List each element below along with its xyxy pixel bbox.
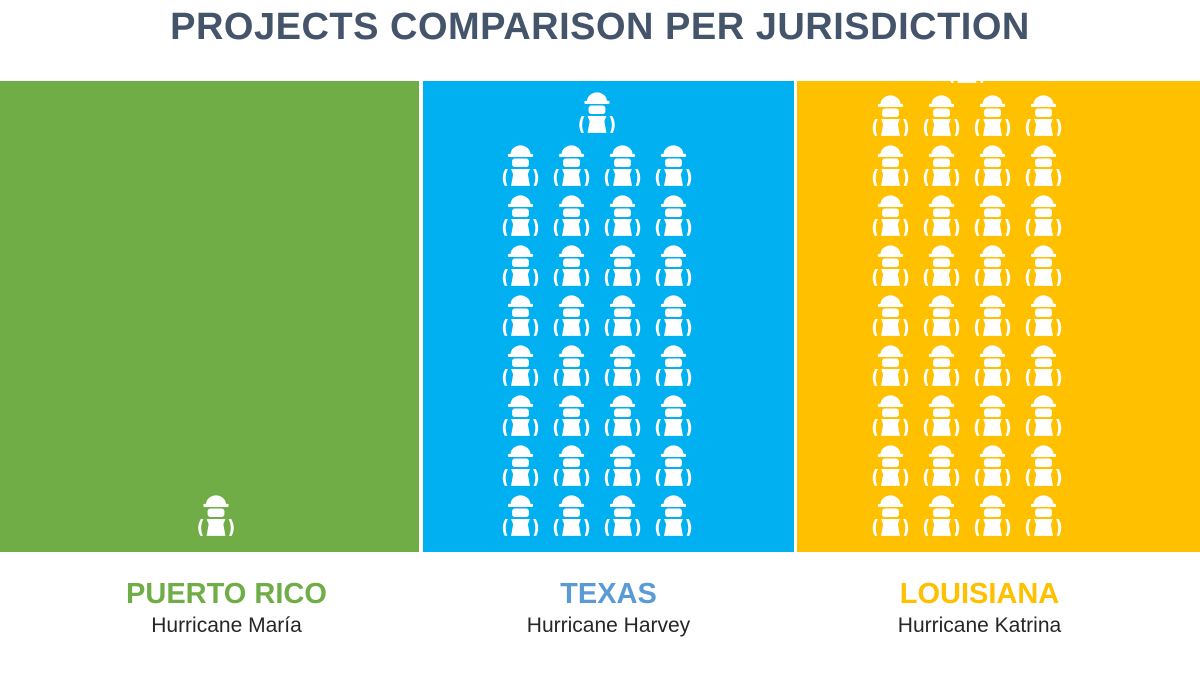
construction-worker-icon — [502, 195, 539, 236]
construction-worker-icon — [974, 95, 1011, 136]
construction-worker-icon — [872, 395, 909, 436]
pictogram-louisiana — [797, 81, 1200, 552]
construction-worker-icon — [974, 495, 1011, 536]
construction-worker-icon — [553, 395, 590, 436]
category-subtitle: Hurricane Harvey — [526, 614, 691, 637]
construction-worker-icon — [553, 295, 590, 336]
construction-worker-icon — [872, 195, 909, 236]
panel-background — [0, 81, 419, 552]
construction-worker-icon — [872, 245, 909, 286]
construction-worker-icon — [974, 245, 1011, 286]
construction-worker-icon — [502, 145, 539, 186]
construction-worker-icon — [1025, 295, 1062, 336]
construction-worker-icon — [974, 295, 1011, 336]
construction-worker-icon — [655, 445, 692, 486]
category-subtitle: Hurricane María — [151, 614, 302, 637]
caption-puerto-rico: PUERTO RICO Hurricane María — [0, 576, 453, 640]
construction-worker-icon — [553, 145, 590, 186]
construction-worker-icon — [1025, 245, 1062, 286]
page-title: PROJECTS COMPARISON PER JURISDICTION — [170, 6, 1030, 48]
panel-louisiana — [797, 81, 1200, 552]
construction-worker-icon — [502, 445, 539, 486]
construction-worker-icon — [1025, 95, 1062, 136]
construction-worker-icon — [604, 495, 641, 536]
construction-worker-icon — [655, 495, 692, 536]
construction-worker-icon — [1025, 145, 1062, 186]
category-subtitle: Hurricane Katrina — [897, 614, 1062, 637]
construction-worker-icon — [872, 445, 909, 486]
panel-background — [423, 81, 794, 552]
construction-worker-icon — [923, 145, 960, 186]
construction-worker-icon — [974, 395, 1011, 436]
construction-worker-icon — [579, 92, 615, 133]
construction-worker-icon — [923, 395, 960, 436]
construction-worker-icon — [604, 145, 641, 186]
construction-worker-icon — [923, 195, 960, 236]
construction-worker-icon — [655, 245, 692, 286]
construction-worker-icon — [502, 245, 539, 286]
construction-worker-icon — [1025, 395, 1062, 436]
construction-worker-icon — [872, 145, 909, 186]
construction-worker-icon — [655, 195, 692, 236]
construction-worker-icon — [974, 445, 1011, 486]
construction-worker-icon — [604, 245, 641, 286]
caption-texas: TEXAS Hurricane Harvey — [423, 576, 794, 640]
construction-worker-icon — [923, 445, 960, 486]
construction-worker-icon — [1025, 495, 1062, 536]
construction-worker-icon — [655, 295, 692, 336]
construction-worker-icon — [1025, 345, 1062, 386]
construction-worker-icon — [198, 495, 234, 536]
construction-worker-icon — [974, 145, 1011, 186]
construction-worker-icon — [974, 195, 1011, 236]
construction-worker-icon — [923, 95, 960, 136]
caption-louisiana: LOUISIANA Hurricane Katrina — [797, 576, 1162, 640]
construction-worker-icon — [502, 395, 539, 436]
construction-worker-icon — [872, 345, 909, 386]
construction-worker-icon — [502, 295, 539, 336]
pictogram-texas — [423, 81, 794, 552]
construction-worker-icon — [950, 81, 984, 83]
construction-worker-icon — [655, 145, 692, 186]
construction-worker-icon — [604, 445, 641, 486]
construction-worker-icon — [604, 295, 641, 336]
construction-worker-icon — [872, 95, 909, 136]
construction-worker-icon — [974, 345, 1011, 386]
construction-worker-icon — [604, 195, 641, 236]
category-label: LOUISIANA — [899, 578, 1060, 610]
construction-worker-icon — [553, 495, 590, 536]
construction-worker-icon — [872, 495, 909, 536]
construction-worker-icon — [604, 395, 641, 436]
construction-worker-icon — [923, 345, 960, 386]
construction-worker-icon — [872, 295, 909, 336]
category-label: TEXAS — [560, 578, 657, 610]
construction-worker-icon — [1025, 195, 1062, 236]
construction-worker-icon — [502, 495, 539, 536]
construction-worker-icon — [553, 345, 590, 386]
panel-texas — [423, 81, 794, 552]
pictogram-puerto-rico — [0, 81, 419, 552]
category-label: PUERTO RICO — [126, 578, 327, 610]
construction-worker-icon — [923, 495, 960, 536]
construction-worker-icon — [604, 345, 641, 386]
construction-worker-icon — [923, 295, 960, 336]
construction-worker-icon — [553, 445, 590, 486]
construction-worker-icon — [923, 245, 960, 286]
construction-worker-icon — [655, 395, 692, 436]
construction-worker-icon — [502, 345, 539, 386]
construction-worker-icon — [553, 245, 590, 286]
panel-puerto-rico — [0, 81, 419, 552]
construction-worker-icon — [655, 345, 692, 386]
construction-worker-icon — [553, 195, 590, 236]
construction-worker-icon — [1025, 445, 1062, 486]
